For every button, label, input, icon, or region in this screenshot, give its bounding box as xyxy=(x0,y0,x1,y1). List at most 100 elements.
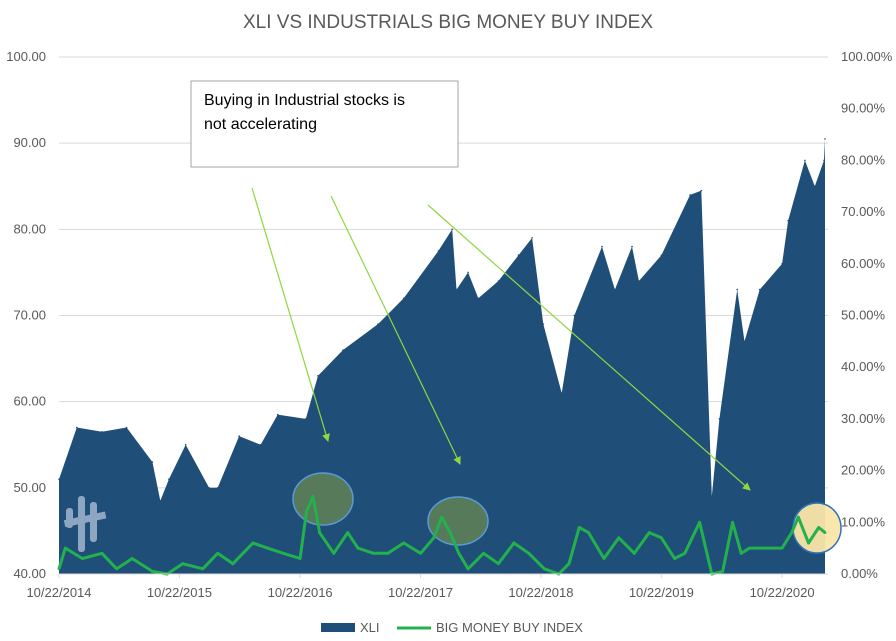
series-big-money-buy-index-point xyxy=(817,526,821,529)
series-xli-point xyxy=(497,280,500,282)
series-xli-point xyxy=(76,426,78,429)
series-xli-point xyxy=(455,288,458,291)
highlight-circle-2017 xyxy=(427,496,489,546)
series-big-money-buy-index-point xyxy=(181,562,185,566)
series-big-money-buy-index-line xyxy=(57,494,826,576)
y-right-tick-label: 20.00% xyxy=(841,463,886,478)
series-xli-point xyxy=(560,392,563,394)
series-xli-point xyxy=(718,418,721,420)
annotation-text-line-2: not accelerating xyxy=(204,116,317,133)
y-right-tick-label: 90.00% xyxy=(841,101,886,116)
series-big-money-buy-index-point xyxy=(311,495,315,498)
y-right-tick-label: 70.00% xyxy=(841,204,886,219)
series-xli-point xyxy=(542,323,545,325)
series-big-money-buy-index-point xyxy=(796,515,800,519)
series-xli-point xyxy=(700,189,703,192)
x-tick-label: 10/22/2017 xyxy=(388,585,453,600)
series-big-money-buy-index-point xyxy=(201,567,205,571)
series-big-money-buy-index-point xyxy=(419,551,422,555)
y-right-tick-label: 60.00% xyxy=(841,256,886,271)
series-xli-point xyxy=(601,245,603,248)
series-big-money-buy-index-point xyxy=(57,567,61,571)
series-big-money-buy-index-point xyxy=(698,520,701,524)
y-left-tick-label: 90.00 xyxy=(13,135,46,150)
series-big-money-buy-index-point xyxy=(807,541,810,545)
series-xli-point xyxy=(305,418,307,420)
series-big-money-buy-index-point xyxy=(402,541,406,545)
series-xli-point xyxy=(736,288,738,291)
x-axis: 10/22/2014 10/22/2015 10/22/2016 10/22/2017… xyxy=(26,573,828,600)
series-big-money-buy-index-point xyxy=(386,551,390,555)
series-big-money-buy-index-point xyxy=(632,551,636,555)
annotation-arrows xyxy=(251,187,751,491)
chart-title: XLI VS INDUSTRIALS BIG MONEY BUY INDEX xyxy=(243,12,653,33)
series-big-money-buy-index-point xyxy=(100,551,104,555)
series-big-money-buy-index-point xyxy=(482,551,485,555)
y-right-tick-label: 30.00% xyxy=(841,411,886,426)
series-big-money-buy-index-point xyxy=(356,546,360,550)
series-big-money-buy-index-point xyxy=(130,557,134,560)
y-left-tick-label: 80.00 xyxy=(13,221,46,236)
series-big-money-buy-index-point xyxy=(542,567,546,571)
series-big-money-buy-index-point xyxy=(673,557,676,560)
series-big-money-buy-index-point xyxy=(647,531,651,534)
series-big-money-buy-index-point xyxy=(251,541,255,545)
series-big-money-buy-index-point xyxy=(748,546,751,550)
series-xli-point xyxy=(781,263,783,265)
series-xli-point xyxy=(151,461,154,463)
series-xli-point xyxy=(743,340,746,343)
series-xli-point xyxy=(631,245,633,248)
series-big-money-buy-index-point xyxy=(115,567,119,571)
series-xli-point xyxy=(614,288,616,291)
series-big-money-buy-index-point xyxy=(432,536,436,540)
series-big-money-buy-index-point xyxy=(281,551,285,555)
series-big-money-buy-index-point xyxy=(763,546,767,550)
legend-swatch-xli xyxy=(321,623,355,632)
line-layer xyxy=(57,494,827,576)
series-xli-point xyxy=(58,478,60,481)
series-big-money-buy-index-point xyxy=(527,551,531,555)
series-big-money-buy-index-point xyxy=(346,531,350,534)
series-xli-point xyxy=(638,280,640,282)
plot-area xyxy=(58,138,826,574)
series-xli-point xyxy=(377,323,379,325)
series-xli-point xyxy=(804,159,806,162)
series-big-money-buy-index-point xyxy=(721,570,725,573)
series-big-money-buy-index-point xyxy=(216,551,220,555)
y-left-tick-label: 50.00 xyxy=(13,480,46,495)
annotation-box: Buying in Industrial stocks is not accel… xyxy=(190,80,459,168)
series-xli-point xyxy=(660,254,663,256)
series-xli-point xyxy=(758,288,761,291)
series-big-money-buy-index-point xyxy=(739,551,743,555)
series-big-money-buy-index-point xyxy=(305,510,308,514)
series-xli-point xyxy=(823,159,825,162)
series-xli-point xyxy=(159,500,162,502)
highlight-circle-2016 xyxy=(292,472,354,526)
series-xli-point xyxy=(711,495,713,498)
series-big-money-buy-index-point xyxy=(512,541,516,545)
series-big-money-buy-index-point xyxy=(577,526,581,529)
series-xli-point xyxy=(259,444,262,446)
series-xli-point xyxy=(208,487,210,489)
annotation-text-line-1: Buying in Industrial stocks is xyxy=(204,92,405,109)
series-big-money-buy-index-point xyxy=(151,570,154,573)
series-big-money-buy-index-point xyxy=(231,562,235,566)
series-xli-area xyxy=(59,138,825,574)
series-big-money-buy-index-point xyxy=(602,557,606,560)
legend-label-big-money-buy-index: BIG MONEY BUY INDEX xyxy=(436,620,583,635)
series-xli-point xyxy=(216,487,219,489)
series-xli-point xyxy=(531,237,533,239)
legend: XLI BIG MONEY BUY INDEX xyxy=(321,620,583,635)
series-xli-point xyxy=(689,194,691,196)
series-xli-point xyxy=(238,435,240,437)
series-xli-point xyxy=(573,314,576,317)
y-right-tick-label: 40.00% xyxy=(841,359,886,374)
annotation-arrow-1 xyxy=(251,187,330,442)
x-tick-label: 10/22/2020 xyxy=(750,585,815,600)
annotation-arrow-3 xyxy=(427,204,751,491)
y-left-tick-label: 70.00 xyxy=(13,308,46,323)
legend-label-xli: XLI xyxy=(360,620,380,635)
y-axis-left: 40.00 50.00 60.00 70.00 80.00 90.00 100.00 xyxy=(6,49,46,581)
series-big-money-buy-index-point xyxy=(731,520,734,524)
